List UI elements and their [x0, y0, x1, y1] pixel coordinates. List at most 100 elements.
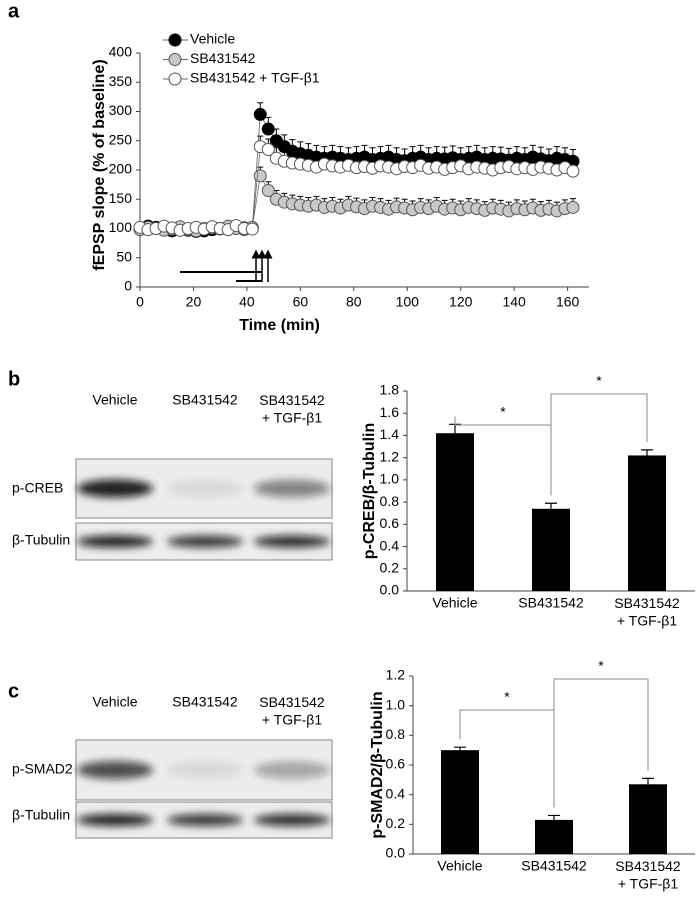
y-tick-label: 350: [109, 73, 133, 89]
data-point: [253, 107, 267, 121]
significance-label: *: [500, 404, 506, 420]
y-tick-label: 1.6: [380, 404, 400, 420]
y-tick-label: 50: [116, 248, 132, 264]
x-tick-label: 60: [293, 294, 309, 310]
data-point: [566, 164, 580, 178]
y-tick-label: 0.6: [386, 756, 406, 772]
y-tick-label: 0.0: [386, 845, 406, 861]
blot-band: [77, 761, 153, 779]
row-label: β-Tubulin: [12, 807, 70, 823]
data-point: [261, 122, 275, 136]
x-tick-label: 120: [449, 294, 473, 310]
data-point: [253, 169, 267, 183]
bar: [628, 455, 666, 591]
x-tick-label: SB431542 + TGF-β1: [615, 858, 681, 892]
y-tick-label: 0.6: [380, 515, 400, 531]
x-tick-label: 0: [136, 294, 144, 310]
x-tick-label: Vehicle: [432, 595, 477, 611]
legend-marker: [168, 33, 182, 47]
y-axis-title: p-SMAD2/β-Tubulin: [369, 691, 386, 838]
panel-label: b: [8, 368, 20, 390]
blot-band: [77, 814, 153, 826]
significance-bracket: [550, 393, 648, 496]
bar: [436, 433, 474, 591]
row-label: β-Tubulin: [12, 532, 70, 548]
row-label: p-CREB: [12, 480, 63, 496]
y-tick-label: 0.2: [380, 559, 400, 575]
lane-label: SB431542: [172, 392, 238, 408]
y-tick-label: 0.4: [386, 785, 406, 801]
lane-label: SB431542 + TGF-β1: [259, 694, 325, 728]
error-bar: [642, 777, 654, 785]
error-bar: [454, 746, 466, 751]
y-tick-label: 0.2: [386, 815, 406, 831]
blot-band: [77, 479, 153, 498]
bar: [532, 508, 570, 591]
significance-bracket: [553, 678, 649, 808]
blot-band: [254, 761, 330, 779]
y-tick-label: 1.8: [380, 382, 400, 398]
y-tick-label: 150: [109, 190, 133, 206]
row-label: p-SMAD2: [12, 761, 73, 777]
error-bar: [548, 814, 560, 820]
x-tick-label: Vehicle: [437, 858, 482, 874]
y-tick-label: 0.4: [380, 537, 400, 553]
y-tick-label: 0.8: [380, 493, 400, 509]
significance-label: *: [598, 658, 604, 674]
y-tick-label: 200: [109, 161, 133, 177]
blot-band: [77, 535, 153, 548]
y-tick-label: 1.0: [380, 471, 400, 487]
x-tick-label: SB431542: [521, 858, 587, 874]
x-tick-label: 160: [556, 294, 580, 310]
legend-label: SB431542 + TGF-β1: [190, 70, 320, 86]
y-axis-title: fEPSP slope (% of baseline): [91, 59, 108, 270]
y-tick-label: 0.0: [380, 582, 400, 598]
blot-band: [167, 814, 243, 826]
bar: [629, 784, 667, 854]
y-tick-label: 1.0: [386, 696, 406, 712]
significance-label: *: [596, 373, 602, 389]
x-tick-label: SB431542: [518, 595, 584, 611]
y-tick-label: 100: [109, 219, 133, 235]
blot-band: [167, 479, 243, 498]
legend-label: Vehicle: [190, 31, 235, 47]
blot-band: [167, 761, 243, 779]
y-tick-label: 400: [109, 44, 133, 60]
error-bar: [641, 449, 653, 456]
error-bar: [545, 502, 557, 509]
significance-label: *: [504, 689, 510, 705]
data-point: [261, 143, 275, 157]
error-bar: [449, 423, 461, 434]
lane-label: Vehicle: [92, 392, 137, 408]
panel-label: c: [8, 680, 19, 702]
x-tick-label: 100: [396, 294, 420, 310]
legend-marker: [168, 72, 182, 86]
lane-label: SB431542 + TGF-β1: [259, 392, 325, 426]
blot-band: [254, 814, 330, 826]
x-tick-label: 20: [186, 294, 202, 310]
y-axis-title: p-CREB/β-Tubulin: [361, 423, 378, 560]
blot-band: [167, 535, 243, 548]
blot-band: [254, 479, 330, 498]
data-point: [245, 222, 259, 236]
y-tick-label: 1.2: [380, 448, 400, 464]
y-tick-label: 300: [109, 102, 133, 118]
x-tick-label: 40: [239, 294, 255, 310]
y-tick-label: 0: [124, 278, 132, 294]
x-tick-label: 140: [502, 294, 526, 310]
bar: [441, 750, 479, 854]
x-tick-label: 80: [346, 294, 362, 310]
lane-label: SB431542: [172, 694, 238, 710]
y-tick-label: 1.4: [380, 426, 400, 442]
lane-label: Vehicle: [92, 694, 137, 710]
x-tick-label: SB431542 + TGF-β1: [614, 595, 680, 629]
legend-marker: [168, 53, 182, 66]
legend-label: SB431542: [190, 50, 256, 66]
y-tick-label: 1.2: [386, 667, 406, 683]
panel-label: a: [8, 0, 20, 22]
y-tick-label: 0.8: [386, 726, 406, 742]
x-axis-title: Time (min): [239, 317, 320, 334]
data-point: [261, 183, 275, 197]
bar: [535, 819, 573, 854]
